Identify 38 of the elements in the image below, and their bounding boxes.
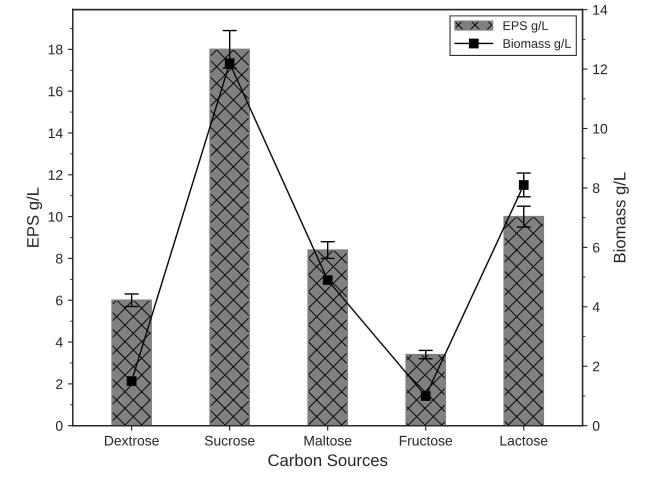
bar [503,216,544,426]
y-tick-label: 2 [56,379,62,389]
x-tick-label: Sucrose [204,436,255,446]
y-tick-label: 14 [48,128,63,138]
y2-tick-label: 0 [592,421,600,431]
point [420,391,431,401]
y2-tick-label: 8 [592,183,600,194]
y-tick-label: 8 [56,254,62,264]
y2-tick-label: 12 [593,64,608,74]
y2-tick-label: 10 [593,124,608,134]
bar [209,48,250,426]
y-tick-label: 4 [56,338,63,348]
legend-label: EPS g/L [504,20,548,33]
legend-label: Biomass g/L [504,38,571,50]
bar [307,249,348,426]
point [322,275,333,285]
y2-tick-label: 4 [592,302,600,312]
x-tick-label: Dextrose [104,436,159,446]
point [224,58,235,68]
x-tick-label: Fructose [400,436,452,446]
bar [111,300,152,426]
point [518,180,529,190]
y2-tick-label: 2 [592,362,600,372]
y-tick-label: 10 [48,212,63,222]
y2-axis-title: Biomass g/L [613,172,629,262]
y-axis-title: EPS g/L [26,188,42,247]
y2-tick-label: 14 [593,5,608,15]
point [126,376,136,386]
y-tick-label: 6 [56,296,62,306]
bar [405,354,446,426]
y-tick-label: 0 [56,421,63,431]
y-tick-label: 16 [48,86,62,96]
x-tick-label: Maltose [304,435,352,446]
y-tick-label: 12 [48,170,62,180]
x-tick-label: Lactose [500,436,548,446]
y-tick-label: 18 [48,44,62,55]
x-axis-title: Carbon Sources [268,454,388,466]
y2-tick-label: 6 [592,242,600,253]
